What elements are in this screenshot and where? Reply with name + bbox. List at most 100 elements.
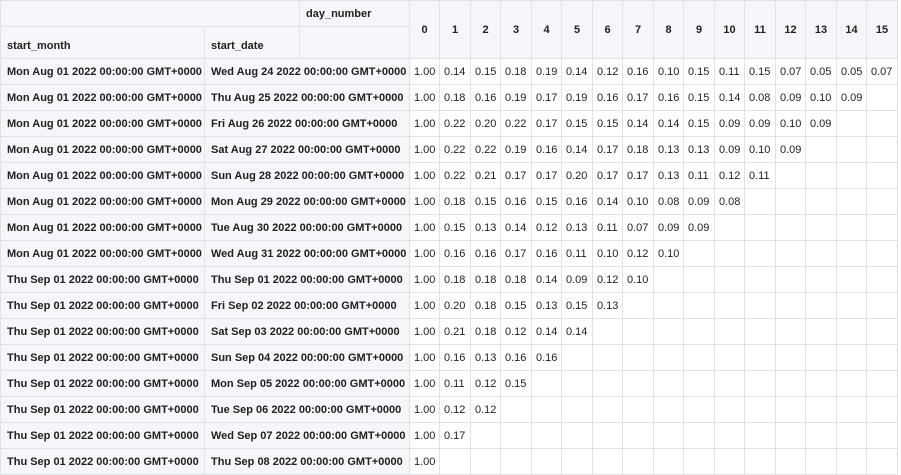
day-column-header[interactable]: 0 xyxy=(409,0,440,59)
retention-cell: 0.22 xyxy=(439,110,471,137)
retention-cell: 0.12 xyxy=(439,396,471,423)
table-row: Thu Sep 01 2022 00:00:00 GMT+0000 Sun Sep… xyxy=(0,344,898,371)
retention-cell xyxy=(805,344,837,371)
row-start-date: Wed Aug 31 2022 00:00:00 GMT+0000 xyxy=(204,240,410,267)
retention-cell xyxy=(470,422,501,449)
table-row: Thu Sep 01 2022 00:00:00 GMT+0000 Thu Sep… xyxy=(0,448,898,475)
retention-cell: 0.09 xyxy=(805,110,837,137)
retention-cell: 1.00 xyxy=(409,188,440,215)
retention-cell: 0.22 xyxy=(500,110,532,137)
day-column-header[interactable]: 13 xyxy=(805,0,837,59)
retention-cell: 0.22 xyxy=(439,162,471,189)
start-month-column-header[interactable]: start_month xyxy=(0,26,205,59)
day-column-header[interactable]: 2 xyxy=(470,0,501,59)
retention-cell: 0.17 xyxy=(531,110,562,137)
retention-cell xyxy=(805,370,837,397)
retention-cell xyxy=(866,318,898,345)
retention-cell xyxy=(744,370,776,397)
retention-cell: 0.14 xyxy=(531,318,562,345)
retention-cell: 0.17 xyxy=(622,84,654,111)
retention-cell: 0.18 xyxy=(500,266,532,293)
day-column-header[interactable]: 14 xyxy=(836,0,867,59)
day-column-header[interactable]: 3 xyxy=(500,0,532,59)
retention-cell xyxy=(622,448,654,475)
table-row: Mon Aug 01 2022 00:00:00 GMT+0000 Mon Aug… xyxy=(0,188,898,215)
retention-cell: 0.11 xyxy=(744,162,776,189)
retention-cell: 0.11 xyxy=(592,214,623,241)
day-column-header[interactable]: 12 xyxy=(775,0,806,59)
retention-cell xyxy=(531,448,562,475)
retention-cell xyxy=(866,266,898,293)
retention-cell xyxy=(683,370,715,397)
retention-cell: 0.09 xyxy=(714,136,745,163)
retention-cell xyxy=(836,396,867,423)
row-start-month: Mon Aug 01 2022 00:00:00 GMT+0000 xyxy=(0,188,205,215)
retention-cell: 0.10 xyxy=(653,58,684,85)
retention-cell xyxy=(866,84,898,111)
retention-cell xyxy=(805,448,837,475)
retention-cell xyxy=(866,136,898,163)
retention-cell xyxy=(805,292,837,319)
retention-cell xyxy=(653,370,684,397)
retention-cell xyxy=(653,448,684,475)
retention-cell: 0.13 xyxy=(592,292,623,319)
retention-cell xyxy=(622,292,654,319)
retention-cell xyxy=(683,422,715,449)
row-start-date: Sat Aug 27 2022 00:00:00 GMT+0000 xyxy=(204,136,410,163)
day-column-header[interactable]: 8 xyxy=(653,0,684,59)
retention-cell xyxy=(775,266,806,293)
retention-cell: 0.12 xyxy=(714,162,745,189)
retention-cell xyxy=(805,214,837,241)
retention-cell: 0.16 xyxy=(531,240,562,267)
retention-cell: 0.16 xyxy=(500,188,532,215)
retention-cell: 0.14 xyxy=(439,58,471,85)
retention-cell: 0.19 xyxy=(500,84,532,111)
table-row: Thu Sep 01 2022 00:00:00 GMT+0000 Tue Sep… xyxy=(0,396,898,423)
row-start-month: Thu Sep 01 2022 00:00:00 GMT+0000 xyxy=(0,344,205,371)
row-start-date: Wed Sep 07 2022 00:00:00 GMT+0000 xyxy=(204,422,410,449)
retention-cell xyxy=(622,422,654,449)
day-column-header[interactable]: 11 xyxy=(744,0,776,59)
retention-cell xyxy=(714,370,745,397)
day-column-header[interactable]: 15 xyxy=(866,0,898,59)
retention-cell xyxy=(836,422,867,449)
retention-cell xyxy=(744,188,776,215)
retention-cell xyxy=(836,370,867,397)
retention-cell xyxy=(866,344,898,371)
day-column-header[interactable]: 6 xyxy=(592,0,623,59)
retention-cell xyxy=(805,136,837,163)
retention-cell: 0.09 xyxy=(775,136,806,163)
retention-cell xyxy=(592,422,623,449)
retention-cell xyxy=(775,214,806,241)
table-row: Thu Sep 01 2022 00:00:00 GMT+0000 Wed Sep… xyxy=(0,422,898,449)
day-column-header[interactable]: 10 xyxy=(714,0,745,59)
retention-cell xyxy=(836,448,867,475)
table-row: Mon Aug 01 2022 00:00:00 GMT+0000 Sat Aug… xyxy=(0,136,898,163)
row-start-month: Mon Aug 01 2022 00:00:00 GMT+0000 xyxy=(0,240,205,267)
retention-cell xyxy=(683,240,715,267)
retention-cell: 0.10 xyxy=(775,110,806,137)
retention-cell: 0.14 xyxy=(561,58,593,85)
start-date-column-header[interactable]: start_date xyxy=(204,26,300,59)
retention-cell xyxy=(714,292,745,319)
day-column-header[interactable]: 1 xyxy=(439,0,471,59)
day-column-header[interactable]: 9 xyxy=(683,0,715,59)
day-column-header[interactable]: 4 xyxy=(531,0,562,59)
retention-cell xyxy=(805,266,837,293)
retention-cell xyxy=(500,448,532,475)
retention-cell: 0.14 xyxy=(500,214,532,241)
day-column-header[interactable]: 7 xyxy=(622,0,654,59)
retention-cell xyxy=(683,318,715,345)
retention-cell: 0.15 xyxy=(470,58,501,85)
retention-cell xyxy=(531,422,562,449)
retention-cell xyxy=(836,136,867,163)
retention-cell xyxy=(805,240,837,267)
retention-cell xyxy=(683,266,715,293)
header-corner-blank xyxy=(0,0,300,27)
retention-cell: 1.00 xyxy=(409,110,440,137)
retention-cell: 0.18 xyxy=(622,136,654,163)
retention-cell: 0.15 xyxy=(500,370,532,397)
day-column-header[interactable]: 5 xyxy=(561,0,593,59)
retention-cell xyxy=(805,162,837,189)
